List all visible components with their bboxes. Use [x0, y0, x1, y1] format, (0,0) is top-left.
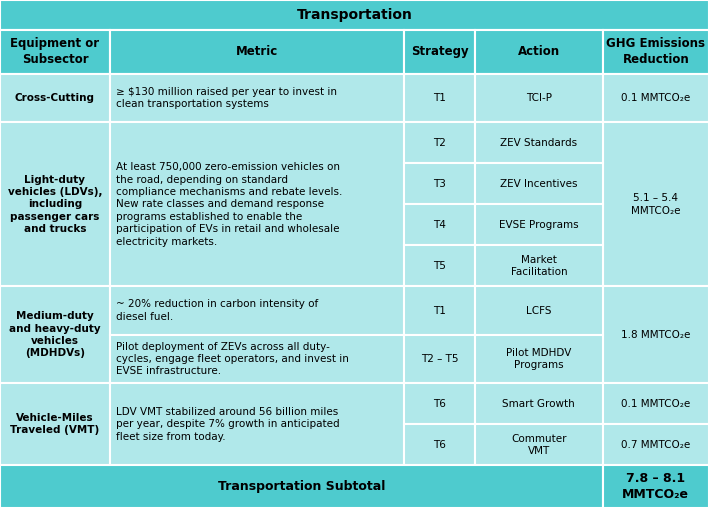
FancyBboxPatch shape: [0, 465, 603, 508]
FancyBboxPatch shape: [404, 245, 475, 287]
FancyBboxPatch shape: [110, 335, 404, 383]
Text: Strategy: Strategy: [411, 45, 469, 58]
Text: 0.7 MMTCO₂e: 0.7 MMTCO₂e: [621, 440, 691, 450]
Text: T5: T5: [433, 261, 446, 271]
FancyBboxPatch shape: [475, 383, 603, 424]
Text: Pilot MDHDV
Programs: Pilot MDHDV Programs: [506, 348, 571, 370]
FancyBboxPatch shape: [603, 122, 709, 287]
FancyBboxPatch shape: [404, 29, 475, 74]
Text: Medium-duty
and heavy-duty
vehicles
(MDHDVs): Medium-duty and heavy-duty vehicles (MDH…: [9, 311, 101, 359]
FancyBboxPatch shape: [404, 204, 475, 245]
Text: Light-duty
vehicles (LDVs),
including
passenger cars
and trucks: Light-duty vehicles (LDVs), including pa…: [8, 175, 102, 234]
FancyBboxPatch shape: [404, 164, 475, 204]
Text: Market
Facilitation: Market Facilitation: [510, 255, 567, 277]
FancyBboxPatch shape: [475, 245, 603, 287]
Text: T6: T6: [433, 399, 446, 409]
Text: 5.1 – 5.4
MMTCO₂e: 5.1 – 5.4 MMTCO₂e: [631, 193, 681, 216]
Text: T6: T6: [433, 440, 446, 450]
FancyBboxPatch shape: [404, 122, 475, 164]
FancyBboxPatch shape: [0, 383, 110, 465]
Text: T2: T2: [433, 138, 446, 148]
Text: GHG Emissions
Reduction: GHG Emissions Reduction: [606, 37, 705, 67]
Text: T2 – T5: T2 – T5: [421, 354, 458, 364]
Text: LCFS: LCFS: [526, 306, 552, 315]
FancyBboxPatch shape: [404, 335, 475, 383]
Text: T3: T3: [433, 179, 446, 189]
Text: T1: T1: [433, 93, 446, 103]
FancyBboxPatch shape: [110, 29, 404, 74]
Text: Transportation Subtotal: Transportation Subtotal: [218, 480, 385, 493]
Text: Smart Growth: Smart Growth: [503, 399, 575, 409]
FancyBboxPatch shape: [110, 383, 404, 465]
FancyBboxPatch shape: [475, 122, 603, 164]
Text: Vehicle-Miles
Traveled (VMT): Vehicle-Miles Traveled (VMT): [11, 413, 99, 435]
Text: 7.8 – 8.1
MMTCO₂e: 7.8 – 8.1 MMTCO₂e: [623, 472, 689, 501]
Text: At least 750,000 zero-emission vehicles on
the road, depending on standard
compl: At least 750,000 zero-emission vehicles …: [116, 162, 342, 247]
Text: ZEV Standards: ZEV Standards: [501, 138, 577, 148]
Text: 0.1 MMTCO₂e: 0.1 MMTCO₂e: [621, 93, 691, 103]
Text: EVSE Programs: EVSE Programs: [499, 220, 579, 230]
Text: Equipment or
Subsector: Equipment or Subsector: [11, 37, 99, 67]
Text: Action: Action: [518, 45, 560, 58]
FancyBboxPatch shape: [0, 0, 709, 29]
Text: Commuter
VMT: Commuter VMT: [511, 434, 566, 456]
FancyBboxPatch shape: [475, 287, 603, 335]
FancyBboxPatch shape: [475, 424, 603, 465]
FancyBboxPatch shape: [0, 122, 110, 287]
FancyBboxPatch shape: [603, 29, 709, 74]
Text: Transportation: Transportation: [296, 8, 413, 22]
Text: TCI-P: TCI-P: [526, 93, 552, 103]
FancyBboxPatch shape: [0, 287, 110, 383]
Text: 1.8 MMTCO₂e: 1.8 MMTCO₂e: [621, 330, 691, 340]
FancyBboxPatch shape: [404, 287, 475, 335]
FancyBboxPatch shape: [110, 287, 404, 335]
FancyBboxPatch shape: [603, 74, 709, 122]
Text: Metric: Metric: [236, 45, 278, 58]
FancyBboxPatch shape: [475, 335, 603, 383]
FancyBboxPatch shape: [404, 383, 475, 424]
FancyBboxPatch shape: [475, 74, 603, 122]
FancyBboxPatch shape: [110, 122, 404, 287]
FancyBboxPatch shape: [603, 465, 709, 508]
FancyBboxPatch shape: [475, 164, 603, 204]
Text: ≥ $130 million raised per year to invest in
clean transportation systems: ≥ $130 million raised per year to invest…: [116, 87, 337, 109]
Text: 0.1 MMTCO₂e: 0.1 MMTCO₂e: [621, 399, 691, 409]
Text: LDV VMT stabilized around 56 billion miles
per year, despite 7% growth in antici: LDV VMT stabilized around 56 billion mil…: [116, 407, 339, 441]
Text: ~ 20% reduction in carbon intensity of
diesel fuel.: ~ 20% reduction in carbon intensity of d…: [116, 299, 318, 322]
FancyBboxPatch shape: [110, 74, 404, 122]
FancyBboxPatch shape: [475, 29, 603, 74]
Text: T1: T1: [433, 306, 446, 315]
FancyBboxPatch shape: [603, 424, 709, 465]
FancyBboxPatch shape: [0, 29, 110, 74]
FancyBboxPatch shape: [404, 74, 475, 122]
Text: ZEV Incentives: ZEV Incentives: [500, 179, 578, 189]
Text: Pilot deployment of ZEVs across all duty-
cycles, engage fleet operators, and in: Pilot deployment of ZEVs across all duty…: [116, 342, 348, 376]
FancyBboxPatch shape: [404, 424, 475, 465]
Text: T4: T4: [433, 220, 446, 230]
FancyBboxPatch shape: [603, 287, 709, 383]
FancyBboxPatch shape: [603, 383, 709, 424]
Text: Cross-Cutting: Cross-Cutting: [15, 93, 95, 103]
FancyBboxPatch shape: [0, 74, 110, 122]
FancyBboxPatch shape: [475, 204, 603, 245]
